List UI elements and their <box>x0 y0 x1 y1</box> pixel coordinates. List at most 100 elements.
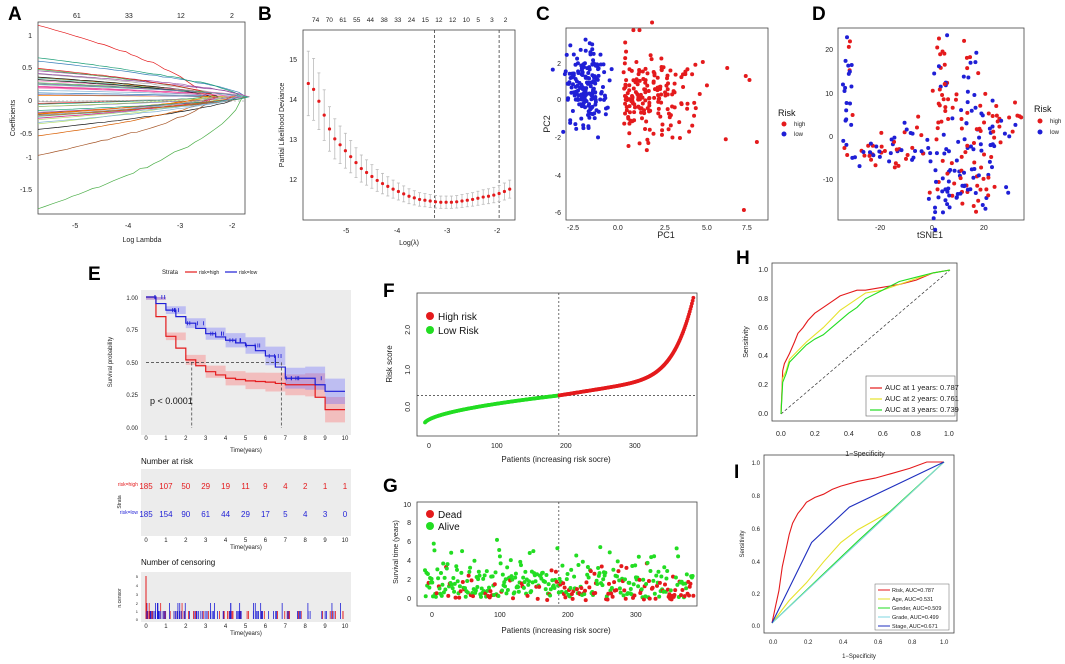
status-point-alive <box>457 584 462 589</box>
e-censor-x-tick: 0 <box>144 624 148 630</box>
tsne-point-low <box>950 116 955 121</box>
tsne-point-low <box>940 176 945 181</box>
e-risk-x-tick: 1 <box>164 538 168 544</box>
e-risk-x-tick: 4 <box>224 538 228 544</box>
pca-point-high <box>645 137 650 142</box>
g-y-tick: 2 <box>407 577 411 584</box>
e-x-tick: 3 <box>204 436 208 442</box>
pca-point-high <box>638 106 643 111</box>
g-y-tick: 4 <box>407 558 411 565</box>
tsne-point-low <box>899 148 904 153</box>
coefficient-path <box>37 96 243 130</box>
panel-b-label: B <box>258 4 272 25</box>
status-point-alive <box>621 593 626 598</box>
d-legend-title: Risk <box>1034 104 1052 114</box>
tsne-point-high <box>949 161 954 166</box>
status-point-dead <box>607 581 611 586</box>
pca-point-high <box>655 75 660 80</box>
tsne-point-low <box>940 210 945 215</box>
e-ylabel: Survival probability <box>108 337 114 387</box>
e-risk-high-count: 1 <box>343 482 348 491</box>
pca-point-low <box>590 42 595 47</box>
tsne-point-high <box>952 181 957 186</box>
pca-point-high <box>659 100 664 105</box>
pca-point-high <box>644 119 649 124</box>
pca-point-high <box>665 73 670 78</box>
coefficient-path <box>37 79 228 98</box>
tsne-point-high <box>845 152 850 157</box>
tsne-point-high <box>905 153 910 158</box>
status-point-dead <box>553 569 558 574</box>
pca-point-high <box>648 108 653 113</box>
tsne-point-low <box>962 137 967 142</box>
e-risk-x-tick: 8 <box>304 538 308 544</box>
tsne-point-low <box>989 165 994 170</box>
pca-point-low <box>588 50 593 55</box>
h-x-tick: 0.2 <box>810 431 820 438</box>
tsne-point-high <box>990 113 995 118</box>
coefficient-path <box>37 96 227 107</box>
e-x-tick: 8 <box>304 436 308 442</box>
h-diagonal <box>780 269 951 415</box>
pca-point-high <box>637 97 642 102</box>
e-censor-x-tick: 6 <box>264 624 268 630</box>
f-x-tick: 0 <box>427 443 431 450</box>
status-point-alive <box>518 559 523 564</box>
c-ylabel: PC2 <box>542 115 552 133</box>
tsne-point-low <box>843 118 848 123</box>
g-ylabel: Survival time (years) <box>393 520 400 584</box>
tsne-point-high <box>850 112 855 117</box>
deviance-point <box>412 196 416 200</box>
tsne-point-high <box>903 156 908 161</box>
i-legend-item: Stage, AUC=0.671 <box>892 624 938 630</box>
status-point-alive <box>684 586 689 591</box>
tsne-point-high <box>1010 129 1015 134</box>
e-censor-title: Number of censoring <box>141 558 215 567</box>
i-y-tick: 0.0 <box>752 624 761 630</box>
status-point-alive <box>607 550 612 555</box>
status-point-alive <box>467 569 472 574</box>
deviance-point <box>407 194 411 198</box>
tsne-point-high <box>975 183 980 188</box>
tsne-point-high <box>991 129 996 134</box>
e-censor-y: 0 <box>136 617 139 622</box>
status-point-alive <box>668 588 673 593</box>
panel-c-label: C <box>536 4 550 25</box>
tsne-point-low <box>844 142 849 147</box>
pca-point-low <box>590 104 595 109</box>
e-x-tick: 10 <box>342 436 349 442</box>
a-y-tick: -1.5 <box>20 187 32 194</box>
status-point-alive <box>560 563 565 568</box>
status-point-dead <box>687 593 691 598</box>
pca-point-low <box>576 97 581 102</box>
tsne-point-low <box>946 186 951 191</box>
status-point-dead <box>672 592 677 597</box>
h-legend-2: AUC at 2 years: 0.761 <box>885 394 959 403</box>
pca-point-high <box>754 140 759 144</box>
status-point-dead <box>545 598 550 603</box>
tsne-point-low <box>945 189 950 194</box>
status-point-alive <box>472 558 477 563</box>
tsne-point-low <box>961 74 966 79</box>
risk-point-high <box>690 301 694 306</box>
tsne-point-low <box>936 195 941 200</box>
tsne-point-low <box>933 210 938 215</box>
tsne-point-low <box>965 187 970 192</box>
i-legend-item: Grade, AUC=0.499 <box>892 615 939 621</box>
pca-point-high <box>660 128 665 133</box>
tsne-point-low <box>848 101 853 106</box>
c-y-tick: 0 <box>557 97 561 104</box>
i-ylabel: Sensitivity <box>740 530 746 557</box>
status-point-dead <box>647 578 651 583</box>
tsne-point-low <box>841 138 846 143</box>
tsne-point-high <box>953 97 958 102</box>
tsne-point-high <box>919 133 924 138</box>
status-point-alive <box>555 546 560 551</box>
deviance-point <box>423 198 427 202</box>
status-point-alive <box>493 570 498 575</box>
tsne-point-high <box>976 71 981 76</box>
tsne-point-high <box>842 146 847 151</box>
tsne-point-low <box>849 62 854 67</box>
pca-point-low <box>577 80 582 85</box>
pca-point-low <box>563 69 568 74</box>
